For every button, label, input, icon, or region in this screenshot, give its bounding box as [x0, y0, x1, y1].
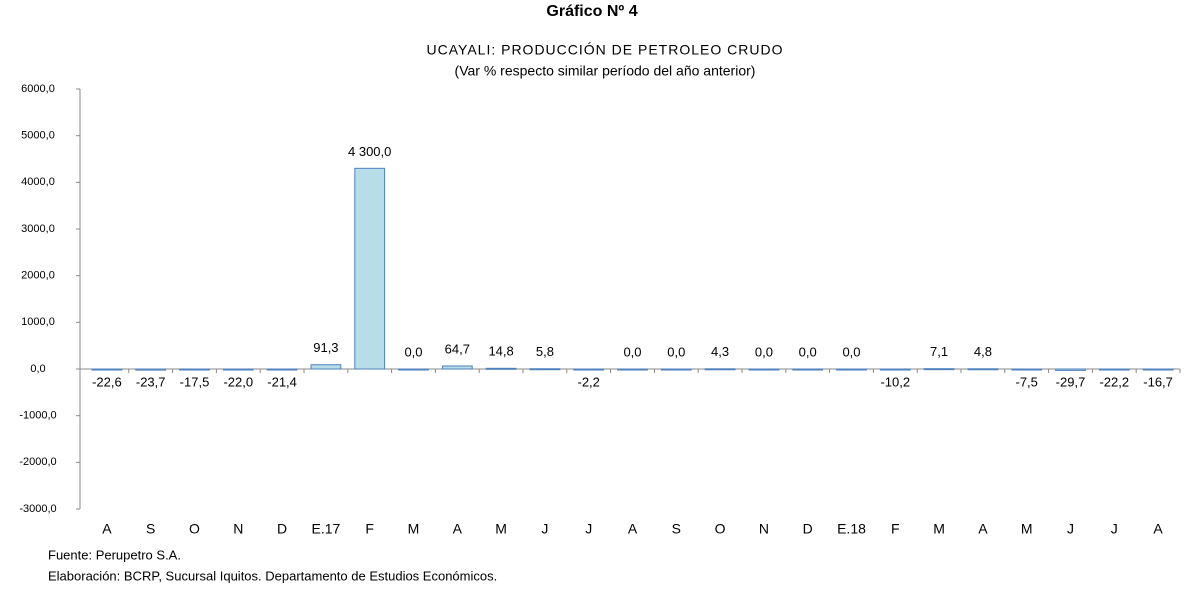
value-label: -2,2	[577, 374, 599, 389]
x-tick-label: A	[1153, 521, 1163, 537]
y-tick-label: 3000,0	[21, 223, 55, 235]
bar	[1142, 368, 1174, 371]
x-tick-label: A	[978, 521, 988, 537]
bar	[135, 368, 167, 371]
x-tick-label: F	[891, 521, 900, 537]
bar	[792, 368, 824, 371]
x-tick-label: A	[453, 521, 463, 537]
y-tick-label: 4000,0	[21, 176, 55, 188]
x-tick-label: M	[495, 521, 507, 537]
bar	[1055, 368, 1086, 371]
bar	[441, 365, 473, 370]
y-tick-label: -1000,0	[19, 410, 56, 422]
x-tick-label: J	[1067, 521, 1074, 537]
value-label: -23,7	[136, 374, 166, 389]
y-tick-label: 2000,0	[21, 270, 55, 282]
value-label: -21,4	[267, 374, 297, 389]
bar	[354, 167, 386, 370]
value-label: -16,7	[1143, 374, 1173, 389]
value-label: 0,0	[842, 344, 860, 359]
x-tick-label: J	[1111, 521, 1118, 537]
y-tick-label: 6000,0	[21, 83, 55, 95]
y-tick-label: 5000,0	[21, 130, 55, 142]
x-tick-label: A	[628, 521, 638, 537]
value-label: 0,0	[667, 344, 685, 359]
chart-subtitle: (Var % respecto similar período del año …	[455, 63, 756, 79]
value-label: 4,3	[711, 344, 729, 359]
x-tick-label: D	[803, 521, 813, 537]
value-label: 4,8	[974, 344, 992, 359]
bar	[179, 368, 210, 371]
x-tick-label: J	[585, 521, 592, 537]
bar	[485, 367, 517, 370]
value-label: 0,0	[623, 344, 641, 359]
bar	[879, 368, 911, 371]
bar	[1011, 368, 1043, 371]
x-tick-label: S	[146, 521, 155, 537]
value-label: 7,1	[930, 344, 948, 359]
x-tick-label: S	[672, 521, 681, 537]
value-label: 14,8	[488, 344, 513, 359]
source: Fuente: Perupetro S.A.	[48, 547, 181, 562]
note: Elaboración: BCRP, Sucursal Iquitos. Dep…	[48, 568, 497, 583]
value-label: 91,3	[313, 340, 338, 355]
x-tick-label: M	[933, 521, 945, 537]
bar	[529, 368, 561, 371]
x-tick-label: M	[408, 521, 420, 537]
x-tick-label: E.18	[837, 521, 866, 537]
bar	[923, 368, 955, 371]
bar	[573, 368, 605, 371]
bar	[266, 368, 298, 371]
bar	[398, 368, 429, 371]
y-tick-label: 1000,0	[21, 316, 55, 328]
x-tick-label: N	[233, 521, 243, 537]
value-label: 0,0	[799, 344, 817, 359]
bar	[967, 368, 999, 371]
x-tick-label: F	[365, 521, 374, 537]
bar	[91, 368, 123, 371]
bar	[1098, 368, 1130, 371]
value-label: 5,8	[536, 344, 554, 359]
value-label: -17,5	[180, 374, 210, 389]
x-tick-label: D	[277, 521, 287, 537]
chart-subtitle: UCAYALI: PRODUCCIÓN DE PETROLEO CRUDO	[427, 42, 784, 58]
value-label: -7,5	[1015, 374, 1037, 389]
x-tick-label: N	[759, 521, 769, 537]
bar	[617, 368, 648, 371]
bar	[748, 368, 780, 371]
value-label: 64,7	[445, 341, 470, 356]
bar	[836, 368, 867, 371]
x-tick-label: A	[102, 521, 112, 537]
value-label: 0,0	[755, 344, 773, 359]
y-tick-label: 0,0	[30, 363, 45, 375]
value-label: -22,2	[1099, 374, 1129, 389]
value-label: -22,0	[223, 374, 253, 389]
x-tick-label: M	[1021, 521, 1033, 537]
y-tick-label: -3000,0	[19, 503, 56, 515]
x-tick-label: O	[189, 521, 200, 537]
y-tick-label: -2000,0	[19, 456, 56, 468]
bar	[704, 368, 736, 371]
bar	[660, 368, 692, 371]
x-tick-label: J	[541, 521, 548, 537]
chart-title: Gráfico Nº 4	[546, 3, 637, 20]
x-tick-label: E.17	[311, 521, 340, 537]
value-label: -29,7	[1056, 374, 1086, 389]
bar	[310, 364, 342, 370]
x-tick-label: O	[715, 521, 726, 537]
bar	[222, 368, 254, 371]
value-label: 0,0	[404, 344, 422, 359]
value-label: -22,6	[92, 374, 122, 389]
value-label: 4 300,0	[348, 144, 391, 159]
value-label: -10,2	[880, 374, 910, 389]
